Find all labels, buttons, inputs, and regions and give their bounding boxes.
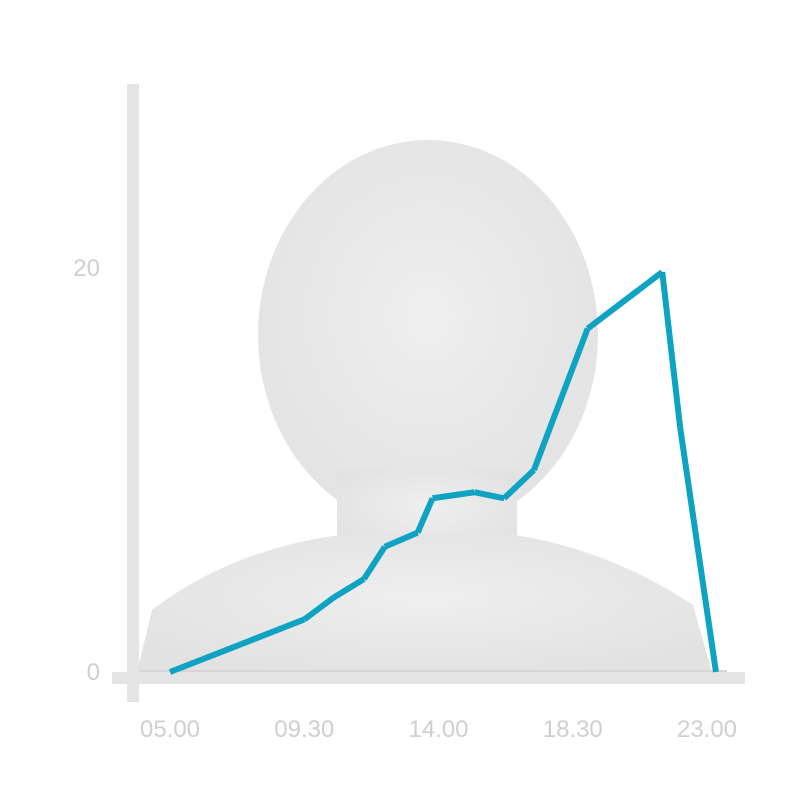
line-segment xyxy=(361,545,388,581)
line-segment xyxy=(302,594,336,622)
line-segment xyxy=(432,489,475,502)
y-axis-line xyxy=(127,84,139,702)
series-layer xyxy=(168,269,719,675)
line-segment xyxy=(659,271,684,428)
line-segment xyxy=(585,269,665,331)
person-silhouette-icon xyxy=(137,140,727,673)
line-segment xyxy=(414,497,436,534)
x-tick-label: 14.00 xyxy=(408,716,468,743)
x-tick-label: 23.00 xyxy=(677,716,737,743)
line-segment xyxy=(677,427,719,673)
line-segment xyxy=(473,489,505,502)
y-tick-label: 0 xyxy=(87,659,100,686)
line-segment xyxy=(531,327,591,472)
x-tick-label: 18.30 xyxy=(543,716,603,743)
x-tick-label: 05.00 xyxy=(140,716,200,743)
line-segment xyxy=(332,576,366,600)
x-axis-line xyxy=(112,672,745,684)
y-axis-ticks: 0 20 xyxy=(73,255,100,686)
x-tick-label: 09.30 xyxy=(274,716,334,743)
x-axis-ticks: 05.00 09.30 14.00 18.30 23.00 xyxy=(140,716,737,743)
line-segment xyxy=(383,529,419,550)
y-tick-label: 20 xyxy=(73,255,100,282)
line-segment xyxy=(168,616,306,675)
series-line xyxy=(168,269,719,675)
line-segment xyxy=(502,467,537,501)
